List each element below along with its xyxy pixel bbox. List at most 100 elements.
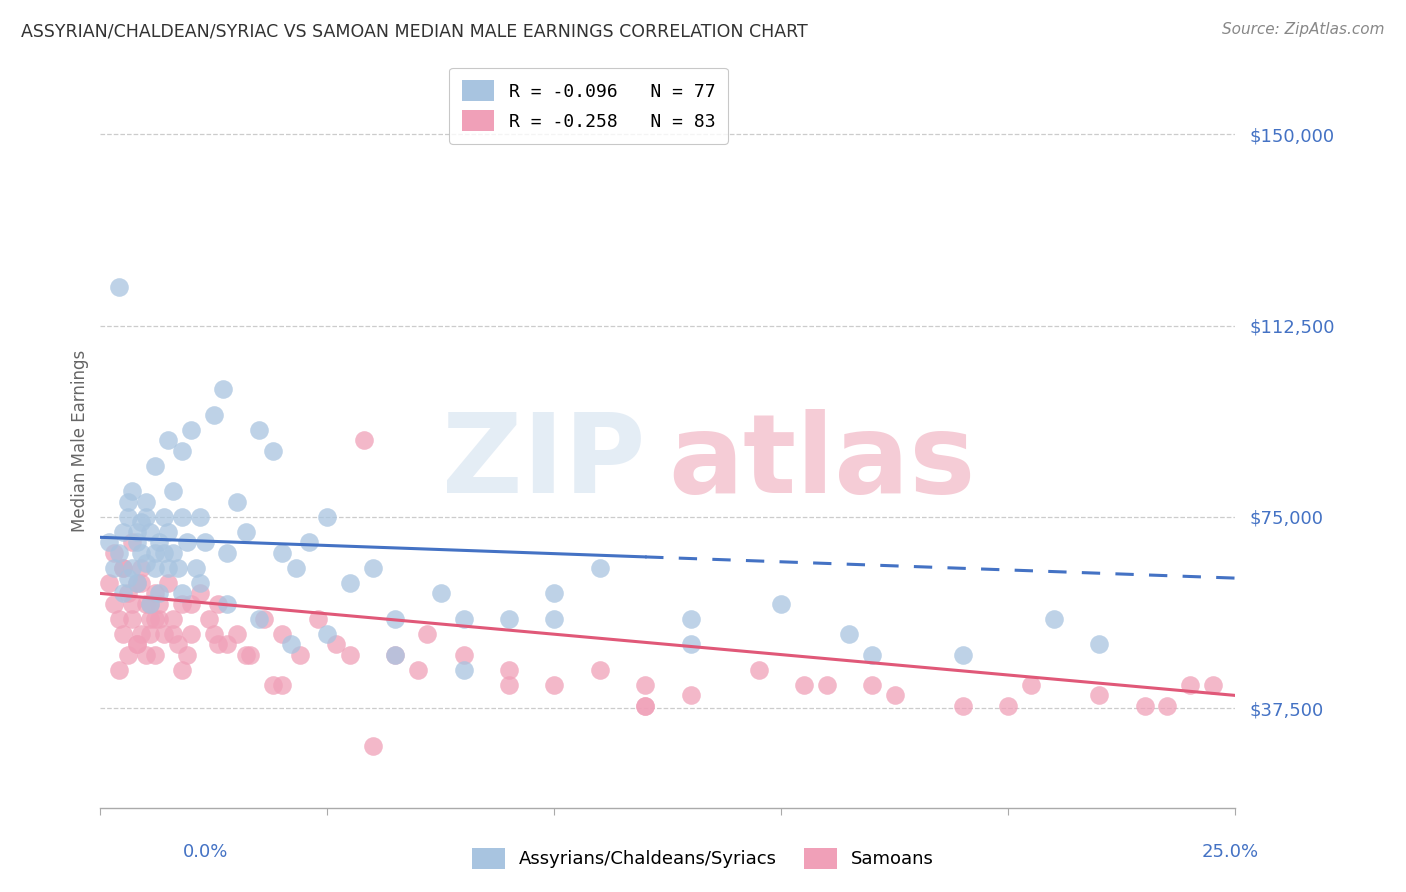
Point	[148, 586, 170, 600]
Point	[125, 535, 148, 549]
Text: ZIP: ZIP	[441, 409, 645, 516]
Point	[1019, 678, 1042, 692]
Point	[184, 561, 207, 575]
Point	[117, 648, 139, 662]
Point	[634, 698, 657, 713]
Point	[98, 535, 121, 549]
Point	[543, 612, 565, 626]
Point	[117, 494, 139, 508]
Point	[430, 586, 453, 600]
Point	[153, 546, 176, 560]
Point	[361, 739, 384, 754]
Point	[135, 494, 157, 508]
Point	[143, 458, 166, 473]
Point	[1178, 678, 1201, 692]
Point	[117, 586, 139, 600]
Point	[129, 515, 152, 529]
Point	[589, 663, 612, 677]
Point	[162, 627, 184, 641]
Point	[498, 612, 520, 626]
Point	[860, 678, 883, 692]
Point	[143, 648, 166, 662]
Point	[166, 637, 188, 651]
Legend: Assyrians/Chaldeans/Syriacs, Samoans: Assyrians/Chaldeans/Syriacs, Samoans	[465, 840, 941, 876]
Text: Source: ZipAtlas.com: Source: ZipAtlas.com	[1222, 22, 1385, 37]
Point	[997, 698, 1019, 713]
Legend: R = -0.096   N = 77, R = -0.258   N = 83: R = -0.096 N = 77, R = -0.258 N = 83	[449, 68, 728, 144]
Point	[453, 648, 475, 662]
Point	[339, 576, 361, 591]
Point	[679, 612, 702, 626]
Text: atlas: atlas	[668, 409, 976, 516]
Point	[139, 627, 162, 641]
Point	[139, 612, 162, 626]
Point	[125, 576, 148, 591]
Point	[235, 525, 257, 540]
Point	[235, 648, 257, 662]
Point	[170, 597, 193, 611]
Point	[543, 586, 565, 600]
Point	[170, 663, 193, 677]
Point	[239, 648, 262, 662]
Point	[112, 586, 135, 600]
Point	[262, 443, 284, 458]
Point	[589, 561, 612, 575]
Point	[125, 576, 148, 591]
Point	[180, 423, 202, 437]
Point	[107, 612, 129, 626]
Point	[453, 612, 475, 626]
Point	[121, 535, 143, 549]
Point	[180, 597, 202, 611]
Point	[125, 525, 148, 540]
Point	[307, 612, 329, 626]
Y-axis label: Median Male Earnings: Median Male Earnings	[72, 350, 89, 532]
Point	[253, 612, 276, 626]
Point	[384, 648, 406, 662]
Point	[162, 484, 184, 499]
Point	[194, 535, 217, 549]
Point	[143, 612, 166, 626]
Point	[298, 535, 321, 549]
Point	[112, 561, 135, 575]
Point	[139, 525, 162, 540]
Point	[543, 678, 565, 692]
Point	[157, 434, 180, 448]
Point	[107, 663, 129, 677]
Point	[135, 510, 157, 524]
Point	[212, 383, 235, 397]
Point	[288, 648, 311, 662]
Point	[325, 637, 347, 651]
Point	[148, 612, 170, 626]
Point	[634, 678, 657, 692]
Point	[1133, 698, 1156, 713]
Point	[148, 597, 170, 611]
Point	[217, 637, 239, 651]
Point	[280, 637, 302, 651]
Text: 0.0%: 0.0%	[183, 843, 228, 861]
Point	[112, 627, 135, 641]
Point	[153, 627, 176, 641]
Point	[262, 678, 284, 692]
Point	[247, 612, 270, 626]
Point	[679, 689, 702, 703]
Point	[148, 535, 170, 549]
Point	[125, 637, 148, 651]
Point	[406, 663, 429, 677]
Point	[121, 561, 143, 575]
Point	[1156, 698, 1178, 713]
Point	[162, 546, 184, 560]
Point	[135, 597, 157, 611]
Point	[838, 627, 860, 641]
Point	[129, 576, 152, 591]
Point	[129, 561, 152, 575]
Point	[157, 561, 180, 575]
Point	[815, 678, 838, 692]
Point	[129, 627, 152, 641]
Point	[121, 612, 143, 626]
Point	[143, 586, 166, 600]
Point	[384, 612, 406, 626]
Point	[107, 280, 129, 294]
Point	[952, 698, 974, 713]
Point	[284, 561, 307, 575]
Point	[1088, 637, 1111, 651]
